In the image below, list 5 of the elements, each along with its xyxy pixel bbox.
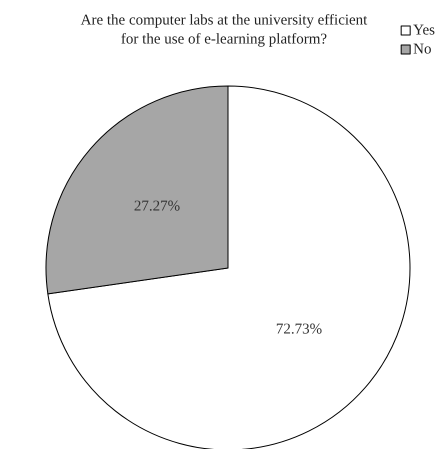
legend-label: Yes xyxy=(413,22,436,38)
chart-title: Are the computer labs at the university efficient for the use of e-learning platform? xyxy=(80,12,368,48)
data-label: 72.73% xyxy=(276,322,322,338)
legend-label: No xyxy=(413,42,432,58)
data-label: 27.27% xyxy=(134,198,180,214)
